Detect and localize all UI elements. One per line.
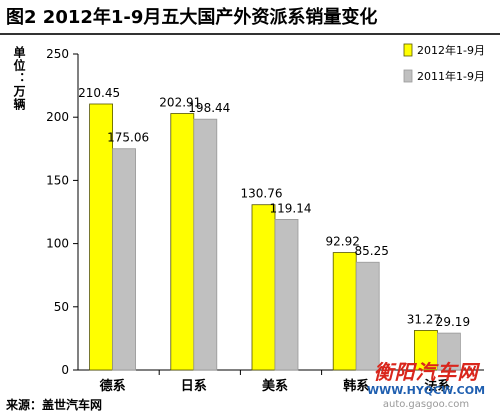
watermark: 衡阳汽车网 WWW.HYQCW.COM auto.gasgoo.com — [356, 360, 496, 414]
x-tick-label: 法系 — [424, 378, 450, 394]
data-label: 130.76 — [241, 187, 283, 201]
y-tick-label: 200 — [46, 110, 69, 124]
data-label: 92.92 — [326, 235, 360, 249]
bar-2012 — [251, 204, 276, 371]
bar-2011 — [436, 332, 461, 371]
x-tick-label: 韩系 — [343, 378, 369, 394]
data-label: 31.27 — [407, 312, 441, 326]
data-label: 202.91 — [159, 96, 201, 110]
data-label: 175.06 — [107, 131, 149, 145]
x-tick-label: 日系 — [181, 378, 207, 394]
watermark-url-secondary: auto.gasgoo.com — [382, 399, 470, 410]
x-tick-label: 德系 — [100, 378, 126, 394]
bar-2012 — [170, 113, 195, 371]
legend-label: 2011年1-9月 — [417, 69, 485, 83]
bar-2011 — [112, 148, 136, 371]
title-underline — [0, 33, 500, 35]
data-label: 198.44 — [188, 101, 230, 115]
chart-title: 图2 2012年1-9月五大国产外资派系销量变化 — [6, 7, 378, 28]
source-note: 来源：盖世汽车网 — [6, 398, 103, 412]
y-axis-label: 单位：万辆 — [12, 46, 26, 111]
y-tick-label: 150 — [46, 173, 69, 187]
bar-2011 — [193, 118, 218, 371]
legend-swatch — [403, 43, 413, 57]
data-label: 210.45 — [78, 86, 120, 100]
data-label: 29.19 — [436, 315, 470, 329]
bar-2011 — [274, 219, 299, 371]
data-label: 119.14 — [270, 201, 312, 215]
watermark-url: WWW.HYQCW.COM — [366, 384, 486, 397]
data-label: 85.25 — [355, 244, 389, 258]
bar-2012 — [332, 252, 357, 371]
watermark-logo: 衡阳汽车网 — [373, 360, 479, 384]
legend-swatch — [403, 69, 413, 83]
y-tick-label: 0 — [61, 363, 69, 377]
legend-label: 2012年1-9月 — [417, 43, 485, 57]
bar-2011 — [355, 261, 380, 371]
y-tick-label: 100 — [46, 237, 69, 251]
y-tick-label: 250 — [46, 47, 69, 61]
x-tick-label: 美系 — [262, 378, 288, 394]
y-tick-label: 50 — [54, 300, 69, 314]
